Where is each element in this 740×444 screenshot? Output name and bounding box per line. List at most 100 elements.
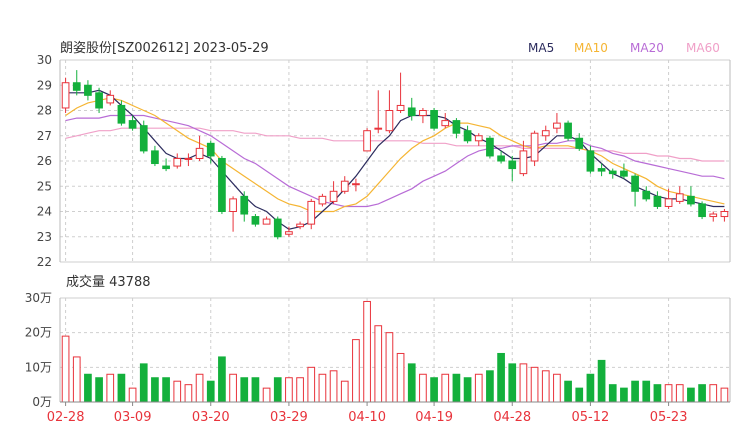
candle-body bbox=[307, 200, 316, 225]
volume-bar bbox=[653, 384, 662, 403]
volume-bar bbox=[486, 370, 494, 403]
candle bbox=[195, 135, 204, 161]
candle-body bbox=[117, 104, 126, 124]
candle-body bbox=[229, 198, 237, 212]
volume-bar bbox=[117, 373, 126, 403]
candle bbox=[642, 186, 651, 202]
candle-body bbox=[709, 213, 718, 218]
candle-body bbox=[452, 120, 461, 134]
volume-bar bbox=[285, 377, 293, 403]
candle-body bbox=[675, 193, 684, 202]
volume-bar bbox=[608, 384, 617, 403]
candle bbox=[385, 90, 394, 134]
candle-body bbox=[530, 132, 539, 162]
volume-bar bbox=[419, 373, 427, 403]
volume-bar bbox=[307, 366, 316, 403]
candle-body bbox=[575, 137, 584, 149]
candle bbox=[575, 133, 584, 151]
price-tick-label: 30 bbox=[37, 53, 52, 67]
date-tick-label: 04-19 bbox=[415, 410, 453, 425]
price-tick-label: 23 bbox=[37, 230, 52, 244]
volume-bar bbox=[407, 363, 416, 403]
candle-body bbox=[139, 125, 148, 152]
volume-bar bbox=[218, 356, 226, 403]
candle-body bbox=[664, 198, 673, 207]
volume-bar bbox=[463, 377, 472, 403]
volume-bar bbox=[687, 387, 695, 403]
candle bbox=[653, 191, 662, 209]
candle bbox=[709, 211, 718, 222]
candle bbox=[608, 168, 617, 179]
candle-body bbox=[653, 195, 662, 207]
date-tick-label: 04-28 bbox=[493, 410, 531, 425]
volume-bar bbox=[195, 373, 204, 403]
candle-body bbox=[553, 122, 561, 129]
candle-body bbox=[151, 150, 159, 165]
volume-bar bbox=[564, 380, 572, 403]
candle bbox=[396, 72, 405, 114]
candle-body bbox=[608, 170, 617, 175]
candle-body bbox=[586, 150, 595, 172]
candle bbox=[620, 163, 628, 179]
date-tick-label: 05-23 bbox=[650, 410, 688, 425]
date-axis: 02-28 03-09 03-20 03-29 04-10 04-19 04-28 05-12… bbox=[47, 401, 730, 425]
candle bbox=[206, 140, 215, 164]
candle-body bbox=[184, 157, 193, 160]
date-tick-label: 04-10 bbox=[348, 410, 386, 425]
candle-body bbox=[84, 84, 92, 96]
volume-bar bbox=[240, 377, 249, 403]
volume-bar bbox=[363, 300, 371, 403]
candle bbox=[720, 208, 729, 222]
volume-bar bbox=[631, 380, 639, 403]
candle bbox=[95, 87, 103, 114]
legend-ma10: MA10 bbox=[574, 41, 608, 55]
candle-body bbox=[128, 120, 137, 129]
candle bbox=[117, 100, 126, 126]
candle-body bbox=[251, 216, 260, 225]
volume-bar bbox=[553, 373, 561, 403]
candle bbox=[553, 113, 561, 134]
date-tick-label: 02-28 bbox=[47, 410, 85, 425]
candle bbox=[474, 133, 483, 146]
candle-body bbox=[519, 150, 528, 175]
volume-bar bbox=[709, 384, 718, 403]
volume-bar bbox=[642, 380, 651, 403]
candle bbox=[541, 125, 550, 141]
volume-bar bbox=[519, 363, 528, 403]
candle-body bbox=[374, 127, 383, 130]
candle bbox=[218, 155, 226, 215]
volume-bar bbox=[541, 370, 550, 403]
volume-bar bbox=[374, 325, 383, 403]
candle-body bbox=[385, 110, 394, 132]
candle bbox=[363, 128, 371, 152]
candle-body bbox=[564, 122, 572, 139]
volume-bar bbox=[72, 356, 81, 403]
candle bbox=[664, 188, 673, 209]
volume-bar bbox=[61, 335, 70, 403]
candle-body bbox=[396, 104, 405, 111]
candle-body bbox=[363, 130, 371, 152]
candle-body bbox=[318, 195, 327, 205]
candle bbox=[84, 80, 92, 101]
volume-chart-title: 成交量 43788 bbox=[66, 274, 151, 290]
candle bbox=[508, 155, 517, 182]
candle bbox=[285, 226, 293, 237]
volume-tick-label: 30万 bbox=[25, 291, 52, 305]
candle bbox=[486, 135, 494, 159]
volume-bar bbox=[106, 373, 115, 403]
price-tick-label: 27 bbox=[37, 129, 52, 143]
candle bbox=[240, 191, 249, 222]
candle-body bbox=[407, 107, 416, 117]
candle-body bbox=[218, 157, 226, 213]
volume-bars bbox=[61, 300, 729, 403]
price-tick-label: 28 bbox=[37, 104, 52, 118]
candle-body bbox=[262, 218, 271, 225]
volume-bar bbox=[151, 377, 159, 403]
candle bbox=[262, 216, 271, 225]
volume-bar bbox=[318, 373, 327, 403]
candle-body bbox=[620, 170, 628, 177]
date-tick-label: 03-20 bbox=[192, 410, 230, 425]
candle bbox=[128, 115, 137, 131]
candle-body bbox=[508, 160, 517, 170]
